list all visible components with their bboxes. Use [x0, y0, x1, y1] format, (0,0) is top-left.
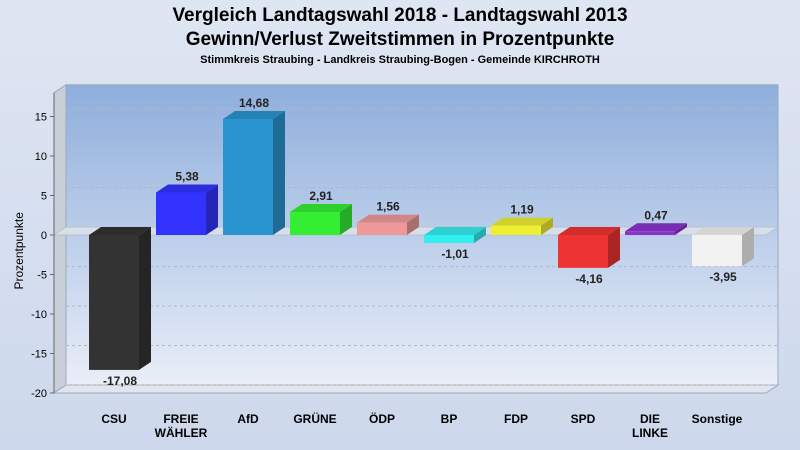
data-label: -3,95	[709, 270, 737, 284]
x-tick-label: WÄHLER	[155, 425, 208, 440]
bar	[625, 223, 687, 235]
y-tick-label: -20	[31, 388, 47, 400]
data-label: 1,19	[510, 203, 534, 217]
chart-subtitle: Gewinn/Verlust Zweitstimmen in Prozentpu…	[185, 29, 615, 50]
y-axis-label: Prozentpunkte	[12, 212, 26, 290]
x-tick-label: FREIE	[163, 412, 198, 426]
bar	[223, 111, 285, 235]
bar	[156, 184, 218, 235]
chart-region-subtitle: Stimmkreis Straubing - Landkreis Straubi…	[200, 54, 600, 66]
y-tick-label: -10	[31, 309, 47, 321]
y-tick-label: 5	[41, 191, 47, 203]
x-tick-label: DIE	[640, 412, 660, 426]
plot-floor	[52, 384, 780, 394]
bar	[290, 204, 352, 235]
bar	[357, 214, 419, 235]
bar	[692, 227, 754, 267]
x-tick-label: SPD	[571, 412, 596, 426]
x-tick-label: BP	[441, 412, 458, 426]
y-tick-label: -15	[31, 349, 47, 361]
bar	[89, 227, 151, 370]
x-tick-label: LINKE	[632, 426, 668, 440]
x-tick-label: Sonstige	[692, 412, 743, 426]
data-label: -4,16	[575, 272, 603, 286]
x-tick-label: CSU	[101, 412, 126, 426]
y-tick-label: -5	[37, 270, 47, 282]
bar	[424, 227, 486, 243]
x-tick-label: GRÜNE	[293, 411, 336, 426]
bar	[491, 217, 553, 235]
y-tick-label: 15	[35, 112, 47, 124]
data-label: 2,91	[309, 189, 333, 203]
data-label: -1,01	[441, 247, 469, 261]
bar	[558, 227, 620, 268]
data-label: 14,68	[239, 96, 269, 110]
y-tick-label: 10	[35, 151, 47, 163]
y-tick-label: 0	[41, 230, 47, 242]
plot-side-wall	[53, 83, 67, 394]
data-label: -17,08	[103, 374, 137, 388]
data-label: 5,38	[175, 169, 199, 183]
x-tick-label: AfD	[237, 412, 259, 426]
x-tick-label: FDP	[504, 412, 528, 426]
x-tick-label: ÖDP	[369, 411, 395, 426]
chart-title: Vergleich Landtagswahl 2018 - Landtagswa…	[172, 5, 628, 26]
data-label: 0,47	[644, 208, 668, 222]
data-label: 1,56	[376, 200, 400, 214]
